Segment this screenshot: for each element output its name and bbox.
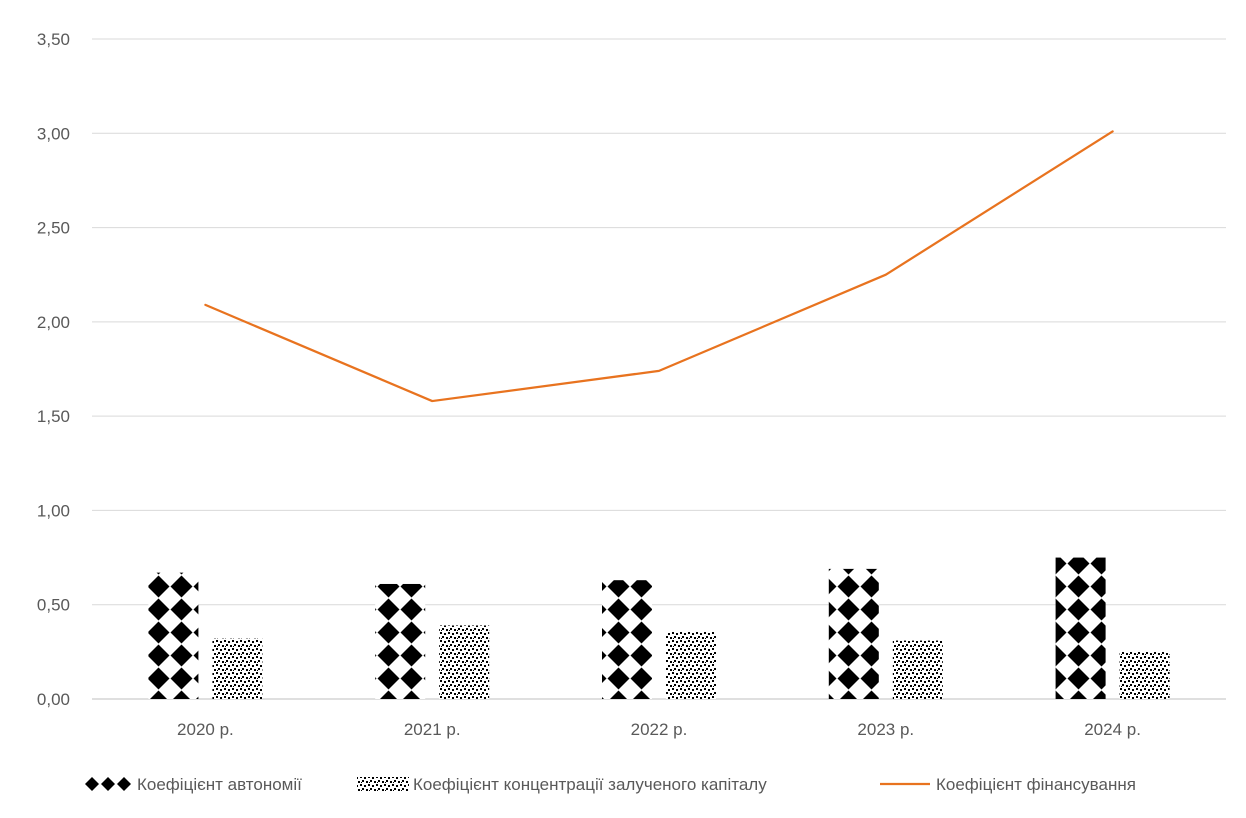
y-tick-label: 2,00 bbox=[37, 313, 70, 332]
bar-autonomy bbox=[1056, 558, 1106, 699]
legend-swatch-autonomy bbox=[101, 777, 115, 791]
x-tick-label: 2024 р. bbox=[1084, 720, 1141, 739]
y-tick-label: 1,00 bbox=[37, 501, 70, 520]
line-financing bbox=[205, 131, 1112, 401]
x-tick-label: 2020 р. bbox=[177, 720, 234, 739]
x-axis: 2020 р. 2021 р. 2022 р. 2023 р. 2024 р. bbox=[177, 720, 1141, 739]
x-tick-label: 2023 р. bbox=[857, 720, 914, 739]
bar-borrowed-capital bbox=[439, 625, 489, 699]
legend: Коефіцієнт автономії Коефіцієнт концентра… bbox=[85, 775, 1136, 794]
bar-autonomy bbox=[602, 580, 652, 699]
x-tick-label: 2022 р. bbox=[631, 720, 688, 739]
y-tick-label: 0,00 bbox=[37, 690, 70, 709]
legend-swatch-autonomy bbox=[117, 777, 131, 791]
x-tick-label: 2021 р. bbox=[404, 720, 461, 739]
bar-autonomy bbox=[829, 569, 879, 699]
legend-label: Коефіцієнт фінансування bbox=[936, 775, 1136, 794]
bars bbox=[148, 558, 1169, 699]
legend-label: Коефіцієнт автономії bbox=[137, 775, 302, 794]
legend-swatch-borrowed-capital bbox=[357, 777, 409, 791]
bar-autonomy bbox=[375, 584, 425, 699]
y-tick-label: 0,50 bbox=[37, 596, 70, 615]
legend-label: Коефіцієнт концентрації залученого капіт… bbox=[413, 775, 767, 794]
y-tick-label: 2,50 bbox=[37, 219, 70, 238]
y-axis: 0,00 0,50 1,00 1,50 2,00 2,50 3,00 3,50 bbox=[37, 30, 70, 709]
bar-borrowed-capital bbox=[1120, 652, 1170, 699]
y-tick-label: 1,50 bbox=[37, 407, 70, 426]
y-tick-label: 3,00 bbox=[37, 124, 70, 143]
bar-borrowed-capital bbox=[666, 631, 716, 699]
legend-swatch-autonomy bbox=[85, 777, 99, 791]
bar-borrowed-capital bbox=[893, 641, 943, 699]
bar-borrowed-capital bbox=[212, 639, 262, 699]
line-series bbox=[205, 131, 1112, 401]
y-tick-label: 3,50 bbox=[37, 30, 70, 49]
bar-autonomy bbox=[148, 573, 198, 699]
